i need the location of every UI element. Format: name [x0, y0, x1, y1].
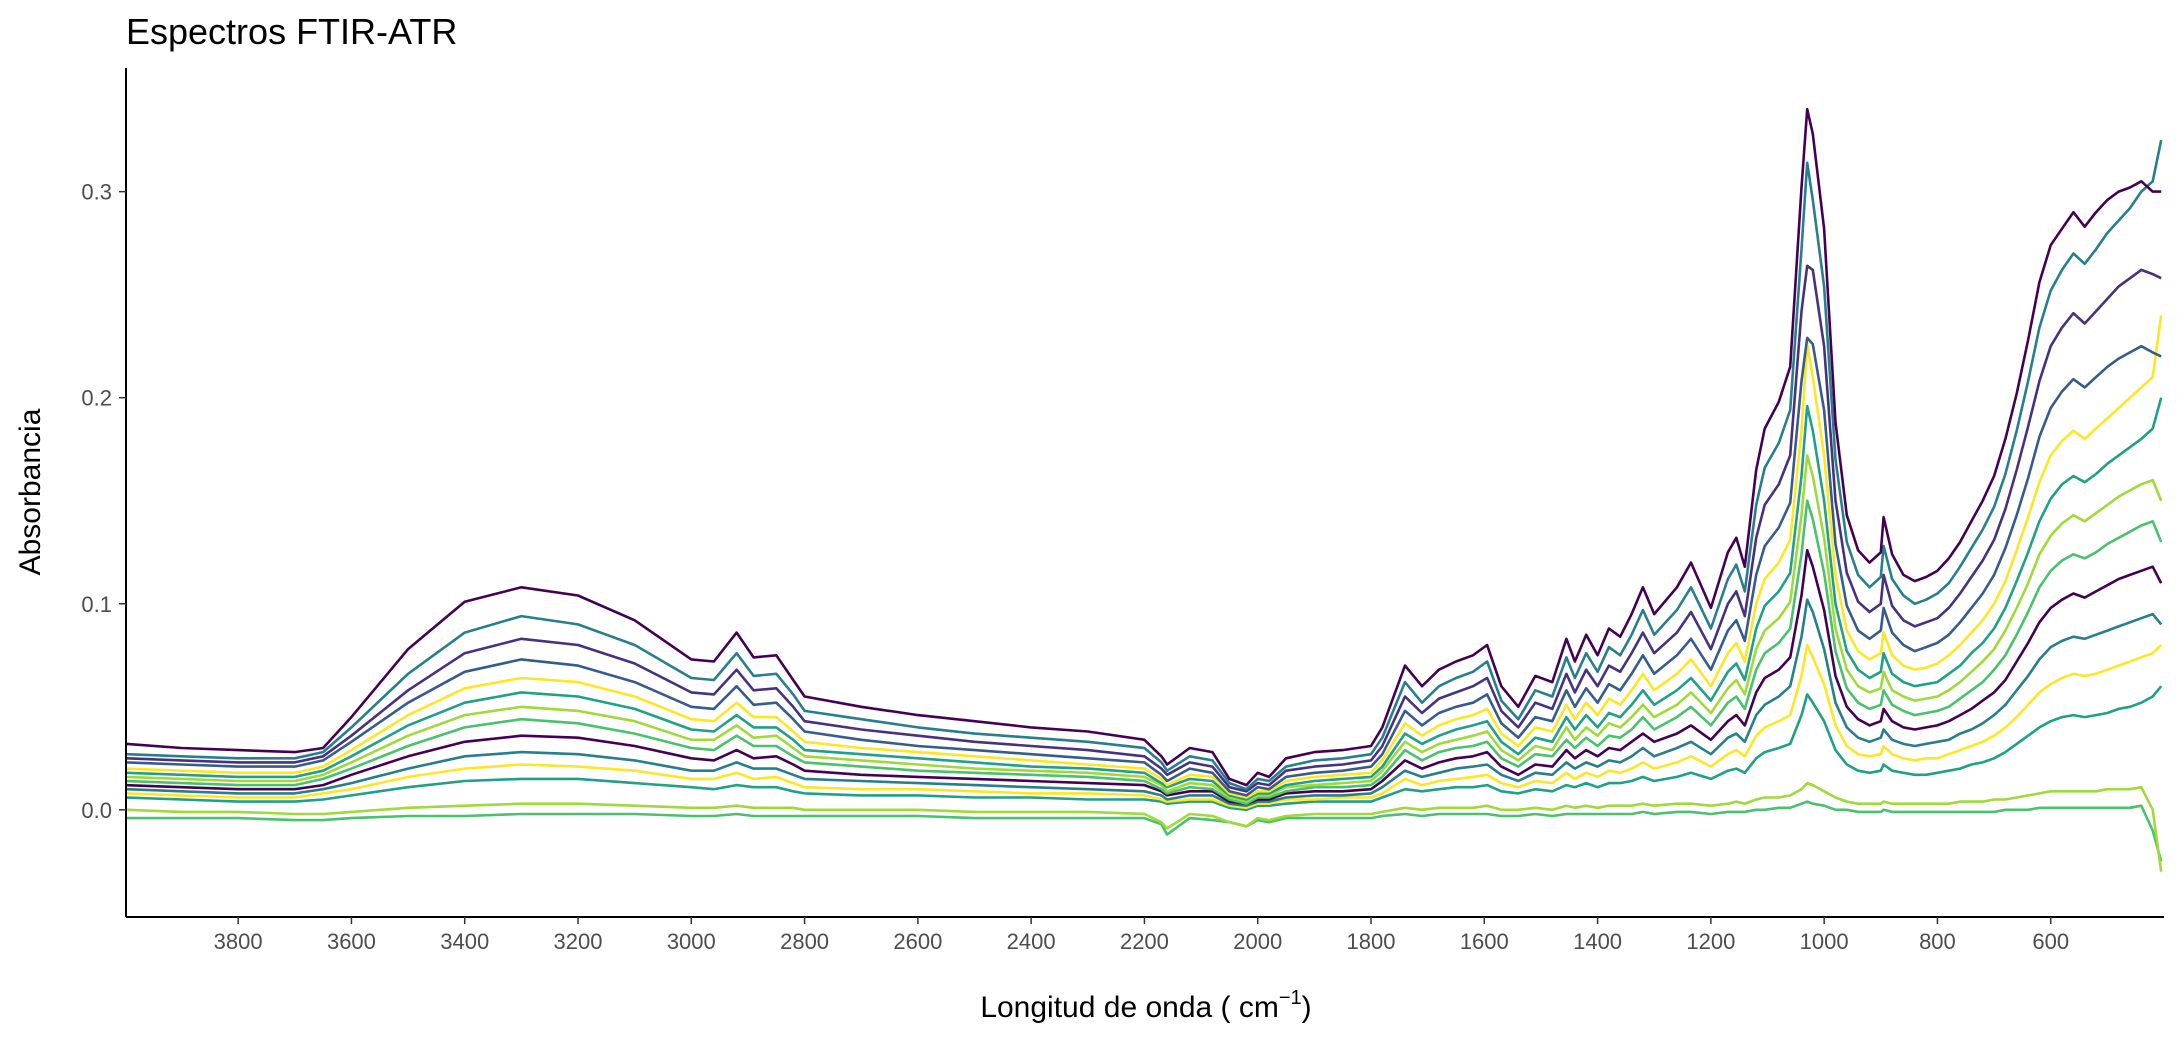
x-axis-label-main: Longitud de onda ( cm: [980, 991, 1279, 1024]
y-tick-label: 0.3: [81, 180, 112, 205]
x-tick-label: 2200: [1120, 929, 1169, 954]
x-axis: 3800 3600 3400 3200 3000 2800 2600 2400 2200 2000…: [126, 916, 2164, 954]
spectrum-line-11: [125, 643, 2163, 810]
spectrum-line-4: [125, 336, 2162, 797]
x-tick-label: 3400: [440, 929, 489, 954]
x-tick-label: 1400: [1573, 929, 1622, 954]
spectrum-line-10: [125, 598, 2163, 807]
x-axis-label-close: ): [1302, 991, 1312, 1024]
x-tick-label: 1000: [1800, 929, 1849, 954]
spectrum-line-5: [125, 315, 2163, 799]
x-axis-label-superscript: −1: [1279, 987, 1302, 1009]
spectrum-line-6: [125, 397, 2163, 801]
y-tick-label: 0.2: [81, 386, 112, 411]
x-tick-label: 3200: [554, 929, 603, 954]
spectrum-line-1: [125, 107, 2162, 787]
spectrum-line-14: [126, 800, 2163, 862]
x-tick-label: 600: [2032, 929, 2069, 954]
x-tick-label: 1600: [1460, 929, 1509, 954]
spectrum-line-7: [125, 454, 2163, 803]
x-tick-label: 2000: [1233, 929, 1282, 954]
x-tick-label: 2600: [893, 929, 942, 954]
y-axis: 0.0 0.1 0.2 0.3: [81, 68, 127, 917]
x-tick-label: 2800: [780, 929, 829, 954]
spectrum-line-2: [125, 139, 2163, 791]
spectrum-line-13: [125, 781, 2163, 872]
x-axis-label: Longitud de onda ( cm−1): [980, 987, 1311, 1024]
y-tick-label: 0.0: [81, 798, 112, 823]
spectrum-line-12: [125, 685, 2163, 812]
x-tick-label: 3600: [327, 929, 376, 954]
x-tick-label: 1800: [1347, 929, 1396, 954]
y-axis-label: Absorbancia: [14, 408, 47, 575]
x-tick-label: 2400: [1007, 929, 1056, 954]
x-tick-label: 1200: [1686, 929, 1735, 954]
spectrum-line-3: [125, 264, 2162, 793]
x-tick-label: 800: [1919, 929, 1956, 954]
series-layer: [125, 107, 2163, 872]
x-tick-label: 3800: [214, 929, 263, 954]
spectrum-line-9: [125, 548, 2163, 805]
y-tick-label: 0.1: [81, 592, 112, 617]
spectrum-line-8: [125, 499, 2163, 805]
chart-title: Espectros FTIR-ATR: [126, 11, 457, 52]
x-tick-label: 3000: [667, 929, 716, 954]
